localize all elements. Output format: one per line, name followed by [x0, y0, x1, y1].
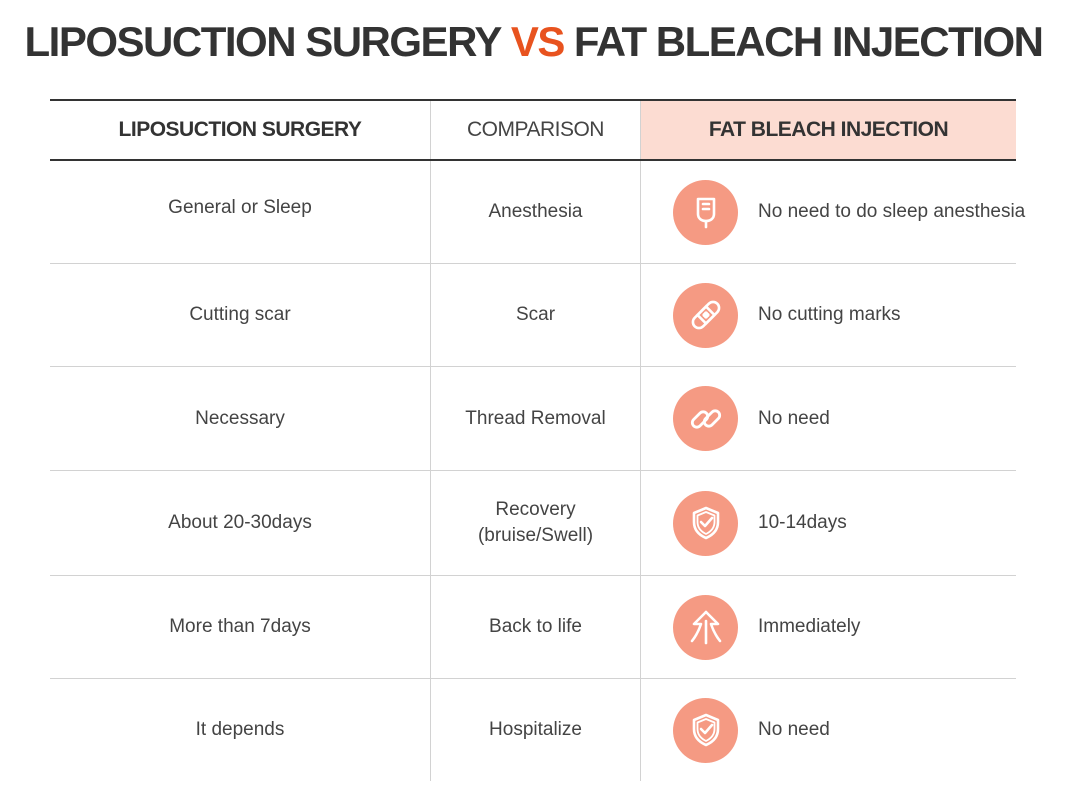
- comparison-cell: Recovery (bruise/Swell): [430, 471, 640, 575]
- fat-feature-text: No need to do sleep anesthesia: [758, 201, 1026, 222]
- lipo-cell: More than 7days: [169, 616, 311, 637]
- lipo-cell: It depends: [195, 719, 285, 740]
- title-vs: VS: [510, 18, 566, 65]
- bandage-icon: [673, 282, 738, 348]
- lipo-cell: Necessary: [195, 407, 285, 429]
- fat-cell: 10-14days: [640, 471, 1016, 575]
- fat-cell: Immediately: [640, 576, 1016, 678]
- table-row: About 20-30days Recovery (bruise/Swell) …: [50, 471, 1016, 576]
- fat-feature-text: 10-14days: [758, 512, 847, 533]
- comparison-cell: Anesthesia: [430, 161, 640, 263]
- table-row: Cutting scar Scar No cutting marks: [50, 264, 1016, 367]
- fat-cell: No need: [640, 367, 1016, 470]
- shield-check-icon: [673, 697, 738, 763]
- header-comparison: COMPARISON: [430, 101, 640, 159]
- table-header: LIPOSUCTION SURGERY COMPARISON FAT BLEAC…: [50, 99, 1016, 161]
- fat-cell: No cutting marks: [640, 264, 1016, 366]
- comparison-cell: Scar: [430, 264, 640, 366]
- comparison-label: Recovery: [495, 499, 576, 520]
- comparison-table: LIPOSUCTION SURGERY COMPARISON FAT BLEAC…: [50, 99, 1025, 781]
- up-arrow-icon: [673, 594, 738, 660]
- lipo-cell: About 20-30days: [168, 512, 312, 533]
- lipo-cell: Cutting scar: [189, 304, 291, 325]
- fat-feature-text: No need: [758, 719, 830, 740]
- header-fat-bleach: FAT BLEACH INJECTION: [640, 101, 1016, 159]
- chain-link-icon: [673, 386, 738, 451]
- table-row: General or Sleep Anesthesia No need to d…: [50, 161, 1025, 264]
- fat-feature-text: No need: [758, 407, 830, 429]
- title-right: FAT BLEACH INJECTION: [573, 18, 1044, 65]
- fat-cell: No need to do sleep anesthesia: [640, 161, 1025, 263]
- comparison-cell: Thread Removal: [430, 367, 640, 470]
- comparison-cell: Back to life: [430, 576, 640, 678]
- shield-check-icon: [673, 490, 738, 556]
- comparison-label: Anesthesia: [488, 201, 583, 222]
- comparison-label: Back to life: [489, 616, 582, 637]
- comparison-cell: Hospitalize: [430, 679, 640, 781]
- table-row: Necessary Thread Removal No need: [50, 367, 1016, 471]
- page-title: LIPOSUCTION SURGERY VS FAT BLEACH INJECTIO…: [0, 18, 1067, 66]
- fat-feature-text: Immediately: [758, 616, 861, 637]
- fat-feature-text: No cutting marks: [758, 304, 901, 325]
- comparison-label: Scar: [515, 304, 556, 325]
- table-row: It depends Hospitalize No need: [50, 679, 1016, 781]
- comparison-label: Hospitalize: [489, 719, 582, 740]
- comparison-label: Thread Removal: [465, 407, 606, 429]
- iv-bag-icon: [673, 179, 738, 245]
- title-left: LIPOSUCTION SURGERY: [24, 18, 503, 65]
- fat-cell: No need: [640, 679, 1016, 781]
- lipo-cell: General or Sleep: [168, 197, 312, 218]
- header-liposuction: LIPOSUCTION SURGERY: [118, 118, 362, 141]
- table-row: More than 7days Back to life Immediately: [50, 576, 1016, 679]
- comparison-sublabel: (bruise/Swell): [477, 525, 594, 546]
